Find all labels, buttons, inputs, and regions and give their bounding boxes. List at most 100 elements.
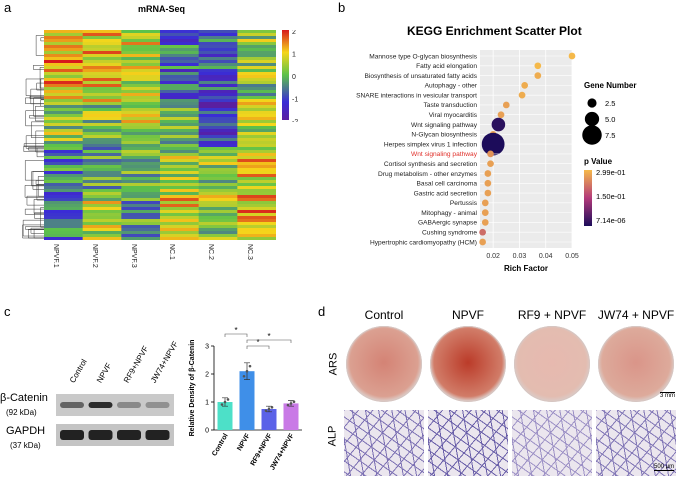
heatmap-cell <box>121 54 161 58</box>
heatmap-cell <box>82 72 122 76</box>
heatmap-cell <box>160 39 199 43</box>
heatmap-cell <box>237 90 276 94</box>
heatmap-cell <box>44 111 83 115</box>
x-tick-label: 0.02 <box>486 253 500 260</box>
dendrogram-branch <box>25 110 44 127</box>
heatmap-cell <box>237 63 276 67</box>
heatmap-cell <box>237 120 276 124</box>
gapdh-label: GAPDH <box>6 425 46 437</box>
heatmap-cell <box>237 123 276 127</box>
heatmap-cell <box>198 135 238 139</box>
heatmap-cell <box>82 78 122 82</box>
replicate-dot <box>242 374 246 378</box>
dendrogram-branch <box>25 135 44 149</box>
heatmap-cell <box>160 66 199 70</box>
heatmap-cell <box>44 90 83 94</box>
dendrogram-branch <box>33 229 44 239</box>
dendrogram-branch <box>29 96 44 99</box>
heatmap-cell <box>198 87 238 91</box>
heatmap-cell <box>44 48 83 52</box>
colorbar-tick-label: 2 <box>292 30 296 36</box>
heatmap-cell <box>198 225 238 229</box>
blot-lane-label: JW74+NPVF <box>149 339 181 385</box>
dendrogram-branch <box>37 176 44 197</box>
dendrogram-branch <box>39 67 44 89</box>
beta-catenin-band <box>88 402 113 408</box>
heatmap-cell <box>121 183 161 187</box>
heatmap-cell <box>237 153 276 157</box>
heatmap-cell <box>82 207 122 211</box>
heatmap-cell <box>160 186 199 190</box>
heatmap-cell <box>44 138 83 142</box>
heatmap-cell <box>198 105 238 109</box>
heatmap-cell <box>237 189 276 193</box>
heatmap-cell <box>198 210 238 214</box>
gapdh-band <box>60 430 84 440</box>
heatmap-cell <box>82 123 122 127</box>
heatmap-cell <box>121 195 161 199</box>
heatmap-cell <box>198 123 238 127</box>
heatmap-cell <box>121 180 161 184</box>
significance-bracket <box>224 333 248 337</box>
heatmap-cell <box>160 153 199 157</box>
heatmap-cell <box>82 87 122 91</box>
heatmap-cell <box>160 198 199 202</box>
heatmap-cell <box>121 156 161 160</box>
heatmap-cell <box>237 99 276 103</box>
heatmap-cell <box>198 201 238 205</box>
pathway-label: Cortisol synthesis and secretion <box>384 161 477 168</box>
heatmap-cell <box>160 231 199 235</box>
y-tick-label: 1 <box>205 400 209 407</box>
stain-group-label: RF9 + NPVF <box>517 308 587 322</box>
heatmap-cell <box>160 96 199 100</box>
heatmap-cell <box>237 168 276 172</box>
pathway-label: N-Glycan biosynthesis <box>411 132 477 139</box>
dendrogram-branch <box>35 35 44 56</box>
heatmap-cell <box>237 78 276 82</box>
heatmap-cell <box>160 156 199 160</box>
heatmap-cell <box>160 123 199 127</box>
beta-catenin-band <box>145 402 170 408</box>
heatmap-cell <box>82 141 122 145</box>
data-point <box>521 82 529 89</box>
pathway-label: Pertussis <box>450 200 478 207</box>
heatmap-cell <box>121 177 161 181</box>
heatmap-cell <box>198 222 238 226</box>
heatmap-cell <box>237 102 276 106</box>
dendrogram-branch <box>40 37 44 42</box>
heatmap-cell <box>121 93 161 97</box>
heatmap-cell <box>237 126 276 130</box>
heatmap-cell <box>44 216 83 220</box>
heatmap-cell <box>121 162 161 166</box>
heatmap-cell <box>160 138 199 142</box>
heatmap-cell <box>121 189 161 193</box>
heatmap-cell <box>121 96 161 100</box>
heatmap-cell <box>82 186 122 190</box>
heatmap-cell <box>121 138 161 142</box>
heatmap-cell <box>160 171 199 175</box>
heatmap-cell <box>82 216 122 220</box>
heatmap-cell <box>44 96 83 100</box>
heatmap-cell <box>82 237 122 240</box>
heatmap-cell <box>82 183 122 187</box>
heatmap-cell <box>160 213 199 217</box>
heatmap-cell <box>160 174 199 178</box>
x-tick-label: 0.04 <box>539 253 553 260</box>
heatmap-cell <box>82 210 122 214</box>
heatmap-cell <box>160 57 199 61</box>
heatmap-cell <box>237 51 276 55</box>
heatmap-cell <box>82 96 122 100</box>
heatmap-cell <box>44 168 83 172</box>
heatmap-cell <box>198 102 238 106</box>
heatmap-cell <box>121 225 161 229</box>
replicate-dot <box>264 409 268 412</box>
heatmap-cell <box>237 195 276 199</box>
x-tick-label: 0.03 <box>513 253 527 260</box>
heatmap-cell <box>198 168 238 172</box>
heatmap-cell <box>121 234 161 238</box>
heatmap-cell <box>82 54 122 58</box>
heatmap-cell <box>198 30 238 34</box>
heatmap-cell <box>198 192 238 196</box>
heatmap-cell <box>121 63 161 67</box>
heatmap-cell <box>121 129 161 133</box>
